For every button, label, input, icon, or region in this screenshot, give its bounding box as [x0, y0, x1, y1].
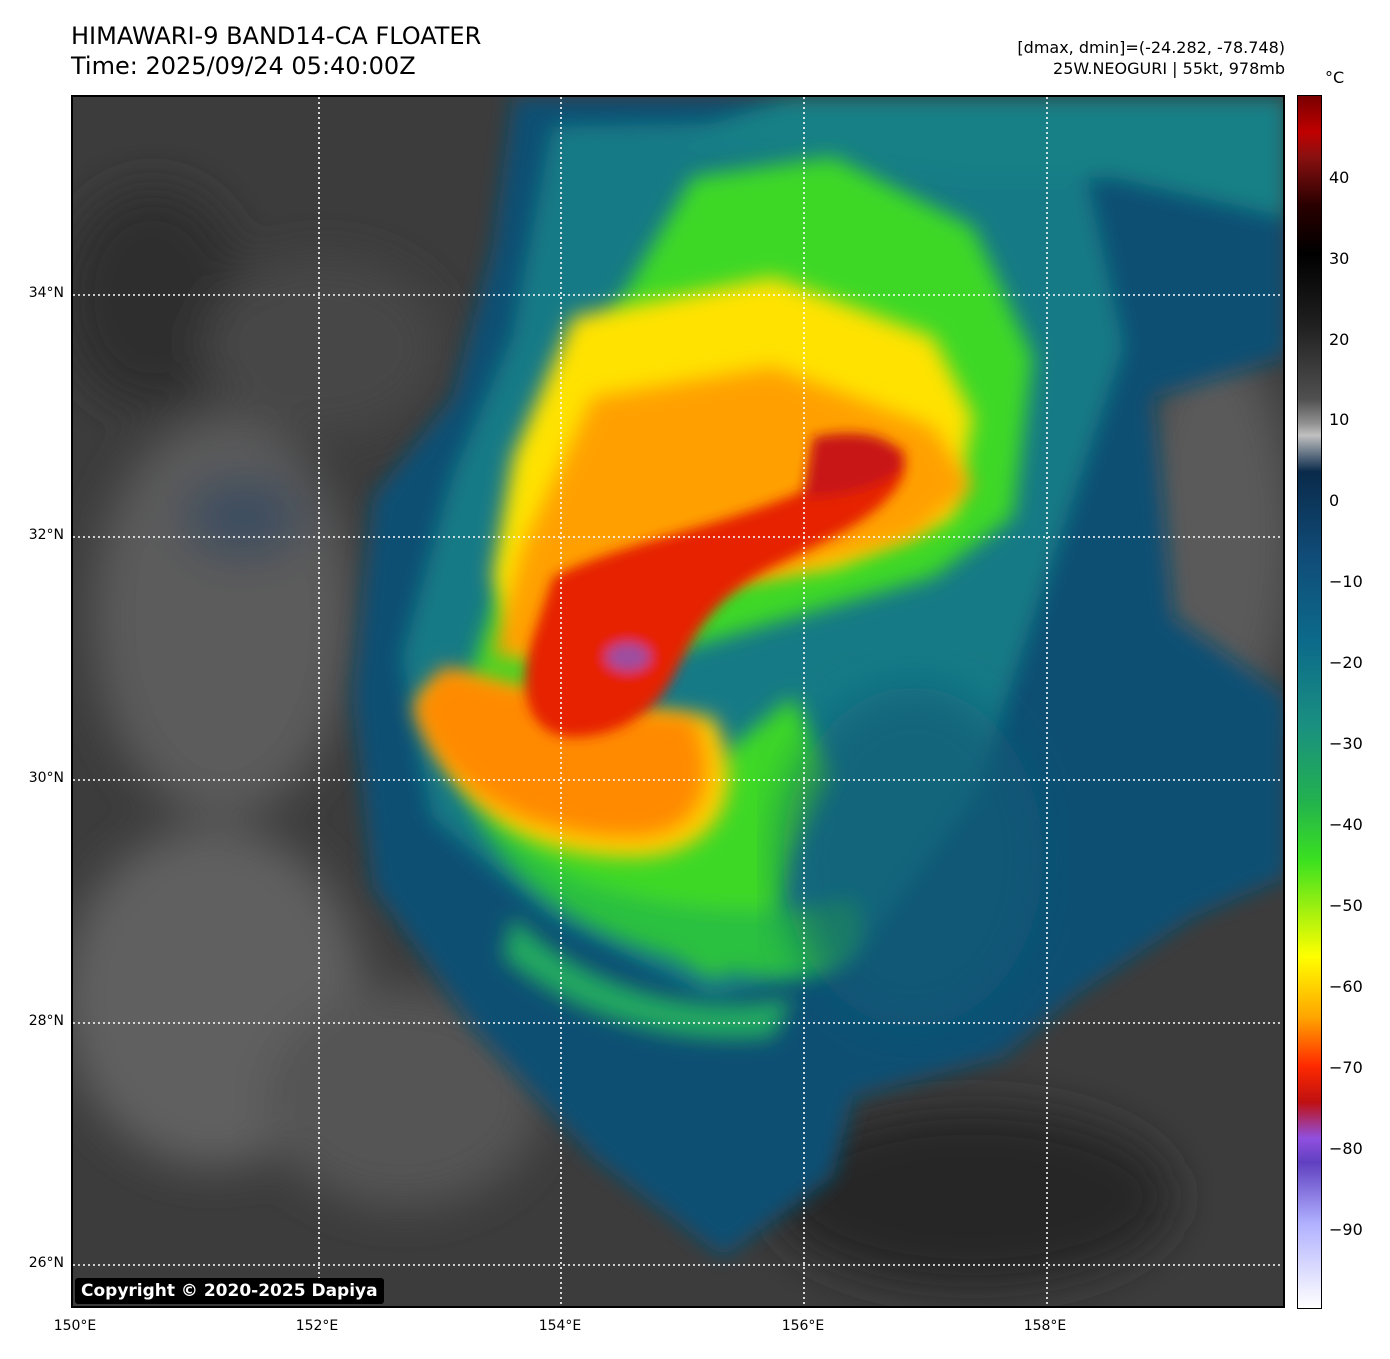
colorbar-tick: 20 [1329, 330, 1350, 349]
colorbar-tick: 40 [1329, 168, 1350, 187]
colorbar-tick: −30 [1329, 734, 1363, 753]
graticule [73, 97, 1283, 1306]
storm-info: 25W.NEOGURI | 55kt, 978mb [1053, 59, 1285, 78]
lon-tick-150: 150°E [53, 1318, 97, 1334]
lon-tick-152: 152°E [295, 1318, 339, 1334]
lon-tick-154: 154°E [538, 1318, 582, 1334]
temperature-colorbar [1297, 95, 1322, 1309]
colorbar-tick: −90 [1329, 1220, 1363, 1239]
colorbar-tick: −20 [1329, 653, 1363, 672]
dmax-dmin-readout: [dmax, dmin]=(-24.282, -78.748) [1017, 38, 1285, 57]
colorbar-tick: −40 [1329, 815, 1363, 834]
colorbar-tick: 0 [1329, 491, 1340, 510]
image-timestamp: Time: 2025/09/24 05:40:00Z [71, 52, 416, 80]
colorbar-tick: −80 [1329, 1139, 1363, 1158]
satellite-map: Copyright © 2020-2025 Dapiya [71, 95, 1285, 1308]
satellite-imagery [73, 97, 1283, 1306]
colorbar-tick: −60 [1329, 977, 1363, 996]
storm-center-region [783, 687, 1043, 1027]
lat-tick-26: 26°N [28, 1255, 64, 1271]
lon-tick-158: 158°E [1023, 1318, 1067, 1334]
colorbar-tick: 10 [1329, 410, 1350, 429]
lat-tick-30: 30°N [28, 770, 64, 786]
image-title: HIMAWARI-9 BAND14-CA FLOATER [71, 22, 482, 50]
lat-tick-34: 34°N [28, 285, 64, 301]
colorbar-tick: 30 [1329, 249, 1350, 268]
colorbar-tick: −10 [1329, 572, 1363, 591]
coldest-convective-core [525, 433, 905, 737]
copyright-label: Copyright © 2020-2025 Dapiya [75, 1278, 384, 1304]
colorbar-tick: −70 [1329, 1058, 1363, 1077]
colorbar-tick: −50 [1329, 896, 1363, 915]
lat-tick-28: 28°N [28, 1013, 64, 1029]
lat-tick-32: 32°N [28, 527, 64, 543]
colorbar-unit: °C [1325, 68, 1345, 87]
lon-tick-156: 156°E [781, 1318, 825, 1334]
